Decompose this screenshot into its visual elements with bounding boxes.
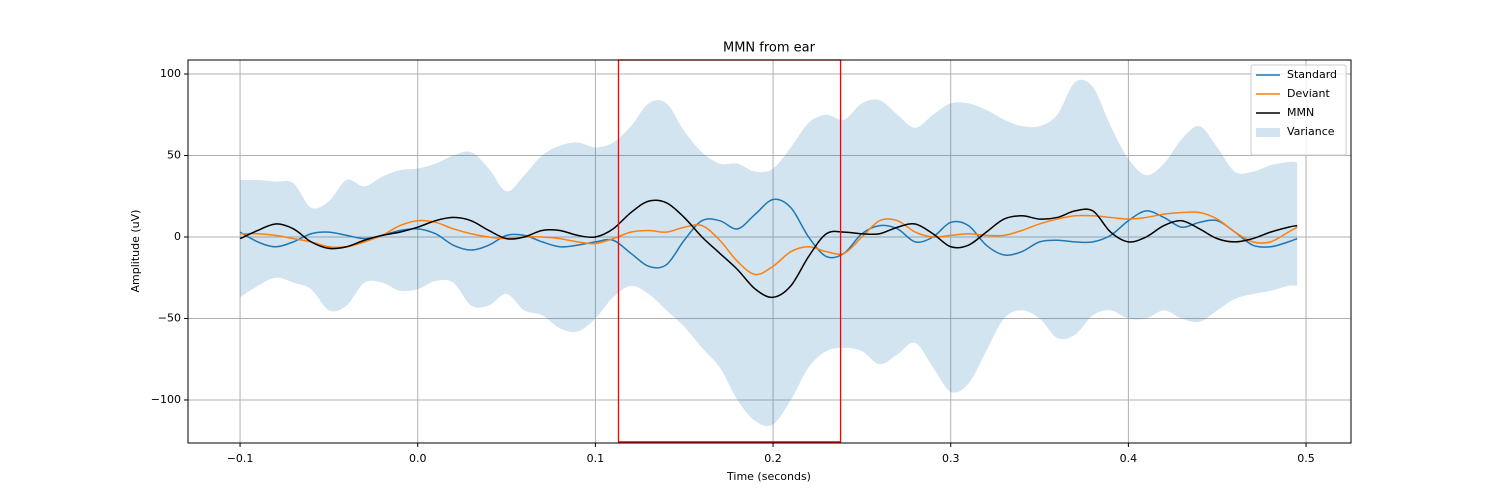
y-tick-label: 100 (160, 67, 181, 80)
y-tick-label: −100 (151, 393, 181, 406)
x-tick-label: −0.1 (227, 452, 254, 465)
series-line (239, 199, 1298, 299)
x-tick-label: 0.2 (764, 452, 782, 465)
x-tick-label: 0.5 (1297, 452, 1315, 465)
chart-title: MMN from ear (723, 41, 816, 56)
series-line (240, 211, 1298, 276)
x-tick-label: 0.4 (1120, 452, 1138, 465)
legend-label: Variance (1287, 125, 1335, 138)
legend-box (1250, 64, 1347, 156)
y-tick-label: −50 (158, 311, 181, 324)
y-tick-label: 50 (167, 149, 181, 162)
x-tick-label: 0.3 (942, 452, 960, 465)
series-line (239, 198, 1298, 269)
x-tick-label: 0.1 (587, 452, 605, 465)
y-axis-label: Amplitude (uV) (129, 210, 142, 293)
plot-frame (187, 59, 1352, 444)
legend-label: Standard (1287, 68, 1337, 81)
legend: Standard Deviant MMN Variance (1250, 64, 1347, 156)
x-tick-label: 0.0 (409, 452, 427, 465)
legend-label: Deviant (1287, 87, 1331, 100)
x-axis-label: Time (seconds) (726, 470, 811, 483)
legend-label: MMN (1287, 106, 1314, 119)
y-tick-label: 0 (174, 230, 181, 243)
legend-swatch (1256, 128, 1280, 137)
variance-band (240, 79, 1298, 427)
